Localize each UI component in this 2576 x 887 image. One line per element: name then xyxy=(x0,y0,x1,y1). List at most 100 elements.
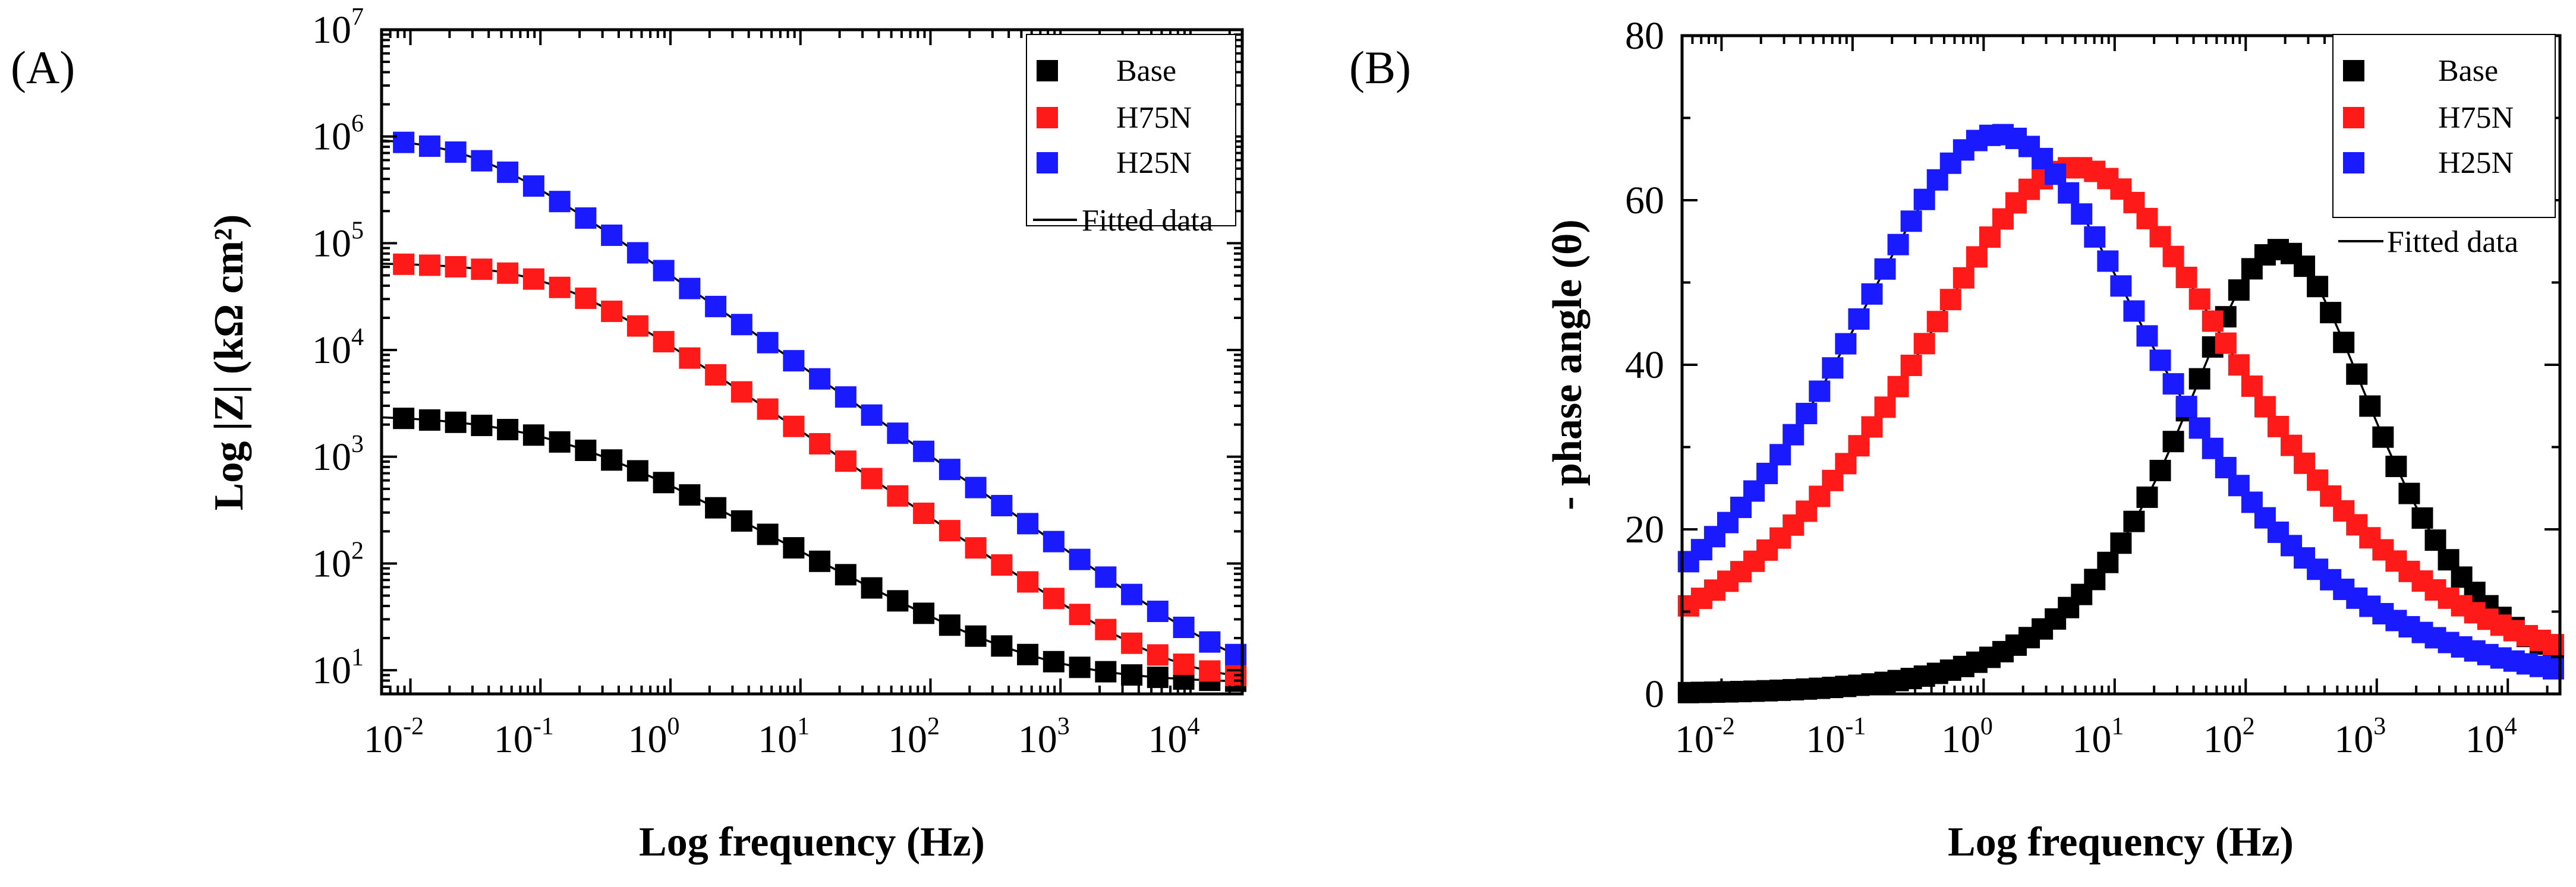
panel-a-marker-h25n xyxy=(471,150,493,172)
panel-a-marker-h75n xyxy=(730,381,752,403)
panel-b-y-axis-title: - phase angle (θ) xyxy=(1545,219,1591,510)
panel-a-marker-base xyxy=(913,602,935,624)
panel-b-marker-base xyxy=(2188,368,2210,390)
panel-b-x-tick-label: 104 xyxy=(2465,713,2517,761)
panel-a-y-tick-label: 105 xyxy=(312,217,364,265)
panel-a-markers xyxy=(393,131,1247,692)
panel-a-marker-h75n xyxy=(913,503,935,525)
panel-a-marker-h75n xyxy=(679,347,701,369)
panel-a-marker-base xyxy=(601,449,623,471)
panel-a-marker-h75n xyxy=(1173,654,1195,675)
panel-b-legend-marker-base xyxy=(2343,60,2364,81)
panel-a-marker-h75n xyxy=(1095,618,1117,640)
panel-b-marker-h25n xyxy=(1887,233,1909,255)
panel-a-x-tick-label: 10-2 xyxy=(364,713,424,761)
panel-b-marker-base xyxy=(2346,363,2368,385)
panel-a-marker-h75n xyxy=(1199,660,1221,682)
panel-a-marker-h25n xyxy=(913,440,935,462)
panel-a-x-axis-title: Log frequency (Hz) xyxy=(639,819,985,865)
panel-a-y-tick-label: 102 xyxy=(312,537,364,585)
panel-a-plot-frame xyxy=(380,28,1244,696)
panel-a-marker-base xyxy=(834,564,856,586)
panel-b-marker-h25n xyxy=(2123,300,2145,322)
panel-b-x-tick-label: 10-1 xyxy=(1806,713,1866,761)
panel-a-marker-h25n xyxy=(575,207,597,229)
panel-b-marker-h75n xyxy=(1992,208,2014,230)
panel-a-legend-label-base: Base xyxy=(1116,54,1176,88)
panel-b-marker-h75n xyxy=(1913,333,1935,355)
panel-a-marker-h25n xyxy=(783,350,805,372)
panel-a-y-axis-title: Log |Z| (kΩ cm²) xyxy=(206,214,252,511)
panel-b-marker-h75n xyxy=(1979,226,2001,248)
panel-a-x-tick-label: 10-1 xyxy=(494,713,554,761)
panel-a-marker-h25n xyxy=(757,332,779,353)
panel-b-marker-h75n xyxy=(2294,452,2316,474)
panel-b-marker-h25n xyxy=(2149,349,2171,371)
panel-b-y-tick-label: 60 xyxy=(1625,179,1664,222)
panel-b-marker-h75n xyxy=(2241,375,2263,397)
panel-a-marker-h75n xyxy=(575,288,597,310)
panel-b-marker-base xyxy=(2372,426,2394,448)
panel-b-marker-h25n xyxy=(2202,437,2224,459)
panel-b-markers xyxy=(1677,124,2564,703)
panel-a-marker-h25n xyxy=(1069,548,1091,570)
panel-a-marker-base xyxy=(522,424,544,446)
panel-b-x-axis-title: Log frequency (Hz) xyxy=(1948,819,2294,865)
panel-a-marker-h75n xyxy=(1017,571,1039,593)
panel-a-marker-h25n xyxy=(549,191,571,213)
panel-a-marker-h25n xyxy=(861,404,883,426)
panel-b-x-tick-label: 101 xyxy=(2072,713,2124,761)
panel-a-marker-base xyxy=(861,577,883,599)
panel-a-marker-base xyxy=(991,635,1013,657)
panel-a-marker-h25n xyxy=(705,295,727,317)
panel-b-marker-h75n xyxy=(1861,416,1883,438)
panel-b-marker-base xyxy=(2411,507,2433,529)
panel-a-marker-h25n xyxy=(809,368,831,390)
panel-a-marker-h25n xyxy=(522,175,544,197)
panel-b-marker-base xyxy=(2136,486,2158,508)
panel-a-marker-base xyxy=(393,408,415,430)
panel-b-marker-h25n xyxy=(1900,210,1922,232)
panel-a-marker-base xyxy=(575,439,597,461)
panel-a-marker-h75n xyxy=(1147,644,1169,666)
panel-b-marker-h25n xyxy=(2071,203,2093,225)
panel-a-marker-base xyxy=(679,484,701,506)
panel-b-marker-h75n xyxy=(2149,226,2171,248)
panel-b-marker-base xyxy=(2149,459,2171,481)
panel-a-marker-base xyxy=(730,510,752,532)
panel-b-marker-h25n xyxy=(2110,275,2132,297)
panel-a-marker-h75n xyxy=(653,331,675,353)
panel-b-legend: Base H75N H25N Fitted data xyxy=(2332,34,2556,259)
panel-b-marker-base xyxy=(2359,395,2381,417)
panel-a-marker-h25n xyxy=(1017,513,1039,535)
panel-a-marker-h75n xyxy=(418,254,440,276)
panel-b-y-tick-label: 0 xyxy=(1645,673,1664,716)
panel-b-marker-base xyxy=(2228,279,2250,301)
panel-a-y-tick-label: 103 xyxy=(312,431,364,479)
panel-a-y-tick-label: 101 xyxy=(312,644,364,692)
panel-b-marker-base xyxy=(2307,276,2329,298)
panel-b-marker-base xyxy=(2123,510,2145,532)
panel-a-marker-h75n xyxy=(445,256,467,278)
panel-b-marker-base xyxy=(2424,529,2446,551)
panel-a-marker-base xyxy=(1121,664,1143,686)
panel-b-marker-h75n xyxy=(1926,311,1948,333)
panel-a-marker-h25n xyxy=(653,260,675,282)
panel-a-legend-label-h25n: H25N xyxy=(1116,146,1192,180)
panel-b-marker-h75n xyxy=(1900,354,1922,376)
panel-b-marker-h25n xyxy=(1913,188,1935,210)
panel-a-marker-h75n xyxy=(626,315,648,337)
panel-a-marker-base xyxy=(1017,643,1039,665)
panel-b-marker-h25n xyxy=(1796,403,1818,425)
panel-b-marker-base xyxy=(2333,332,2355,353)
panel-a-marker-base xyxy=(965,625,987,647)
panel-a-legend-label-h75n: H75N xyxy=(1116,101,1192,135)
panel-a-marker-h75n xyxy=(393,253,415,275)
panel-a-marker-base xyxy=(497,419,519,441)
panel-a-x-tick-label: 101 xyxy=(758,713,810,761)
panel-a-marker-h75n xyxy=(1121,632,1143,654)
panel-b-legend-label-fit: Fitted data xyxy=(2387,225,2518,259)
panel-a-marker-h25n xyxy=(1147,601,1169,623)
panel-a-x-tick-label: 102 xyxy=(888,713,940,761)
panel-b-marker-h25n xyxy=(1861,283,1883,305)
